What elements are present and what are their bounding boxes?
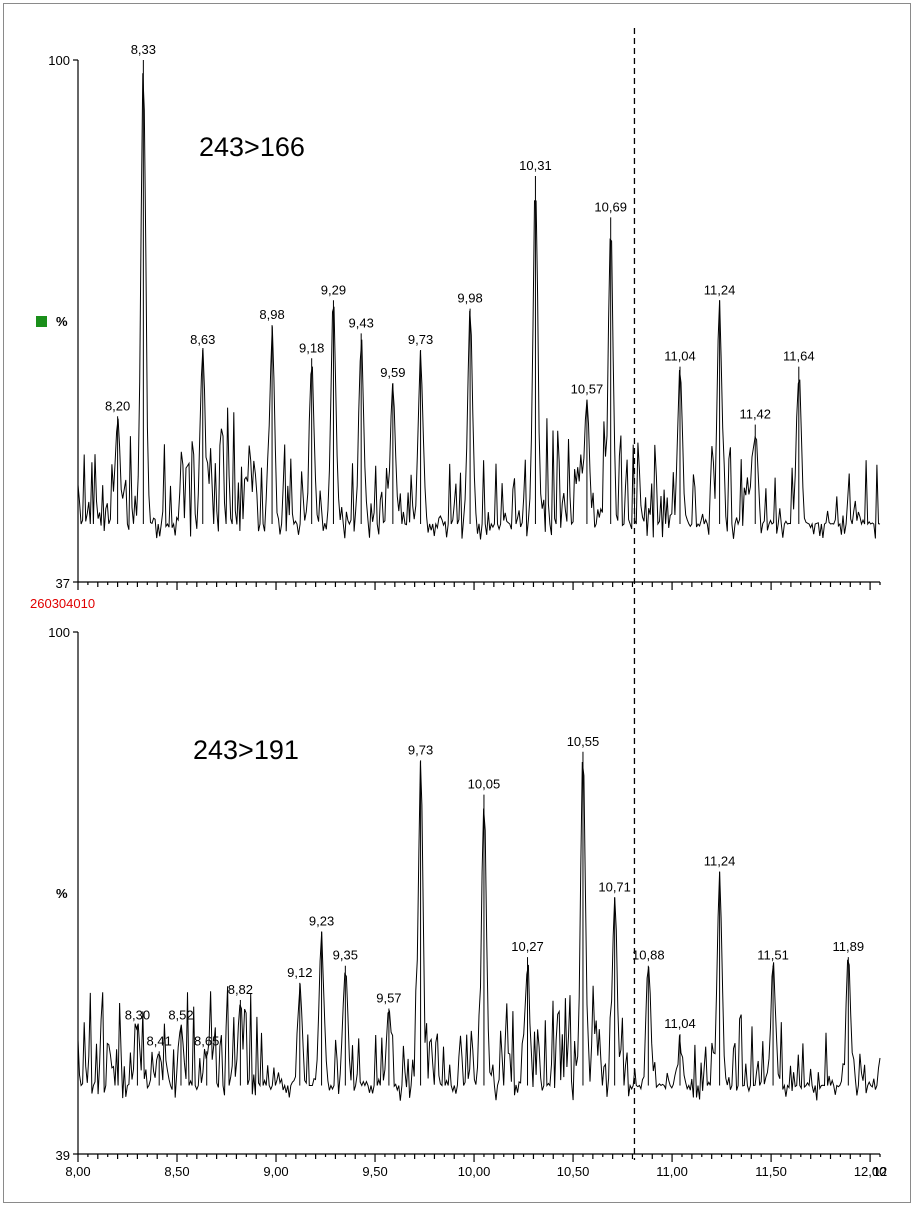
- x-tick-label: 8,00: [65, 1164, 90, 1179]
- y-tick-label-top: 100: [48, 53, 70, 68]
- x-tick-label: 11,00: [656, 1164, 688, 1179]
- peak-label: 10,27: [511, 939, 544, 954]
- peak-label: 11,42: [739, 407, 771, 422]
- peak-label: 10,05: [468, 777, 501, 792]
- peak-label: 8,98: [259, 307, 284, 322]
- peak-label: 8,33: [131, 42, 156, 57]
- x-tick-label: 12,00: [854, 1164, 887, 1179]
- peak-label: 11,04: [664, 349, 696, 364]
- x-tick-label: 11,50: [755, 1164, 787, 1179]
- peak-label: 8,82: [228, 982, 253, 997]
- peak-label: 11,24: [704, 282, 736, 297]
- peak-label: 11,89: [833, 939, 865, 954]
- peak-label: 11,04: [664, 1016, 696, 1031]
- peak-label: 10,88: [632, 948, 665, 963]
- peak-label: 9,23: [309, 914, 334, 929]
- sample-id-label: 260304010: [30, 596, 95, 611]
- y-axis-percent-label: %: [56, 886, 68, 901]
- peak-label: 10,55: [567, 734, 600, 749]
- peak-label: 9,59: [380, 365, 405, 380]
- peak-label: 10,31: [519, 158, 552, 173]
- peak-label: 8,20: [105, 398, 130, 413]
- chromatogram-trace-0: [77, 73, 881, 540]
- x-tick-label: 10,00: [458, 1164, 491, 1179]
- peak-label: 8,65: [194, 1033, 219, 1048]
- peak-label: 10,71: [598, 879, 631, 894]
- peak-label: 9,29: [321, 282, 346, 297]
- peak-label: 8,52: [168, 1008, 193, 1023]
- peak-label: 8,41: [147, 1033, 172, 1048]
- y-axis-percent-label: %: [56, 314, 68, 329]
- peak-label: 9,18: [299, 340, 324, 355]
- x-tick-label: 12: [873, 1164, 887, 1179]
- peak-label: 9,35: [333, 948, 358, 963]
- peak-label: 9,43: [349, 315, 374, 330]
- peak-label: 9,98: [457, 291, 482, 306]
- x-tick-label: 9,00: [263, 1164, 288, 1179]
- y-tick-label-bottom: 37: [56, 576, 70, 591]
- peak-label: 11,24: [704, 854, 736, 869]
- chromatogram-frame: 260304010 243>166 243>191 100 37% 8,33 8,20…: [3, 3, 911, 1203]
- chromatogram-trace-1: [77, 761, 881, 1101]
- peak-label: 9,73: [408, 332, 433, 347]
- panel-bottom-title: 243>191: [193, 735, 299, 765]
- peak-label: 9,57: [376, 991, 401, 1006]
- peak-label: 8,63: [190, 332, 215, 347]
- panel-top-title: 243>166: [199, 132, 305, 162]
- y-tick-label-bottom: 39: [56, 1148, 70, 1163]
- peak-label: 10,69: [594, 199, 627, 214]
- peak-label: 10,57: [571, 382, 604, 397]
- peak-label: 11,51: [757, 948, 789, 963]
- chromatogram-svg: 260304010 243>166 243>191 100 37% 8,33 8,20…: [30, 28, 887, 1179]
- series-color-marker: [36, 316, 47, 327]
- x-tick-label: 10,50: [557, 1164, 590, 1179]
- peak-label: 9,12: [287, 965, 312, 980]
- x-tick-label: 9,50: [362, 1164, 387, 1179]
- y-tick-label-top: 100: [48, 625, 70, 640]
- peak-label: 8,30: [125, 1008, 150, 1023]
- peak-label: 9,73: [408, 742, 433, 757]
- x-tick-label: 8,50: [164, 1164, 189, 1179]
- peak-label: 11,64: [783, 349, 815, 364]
